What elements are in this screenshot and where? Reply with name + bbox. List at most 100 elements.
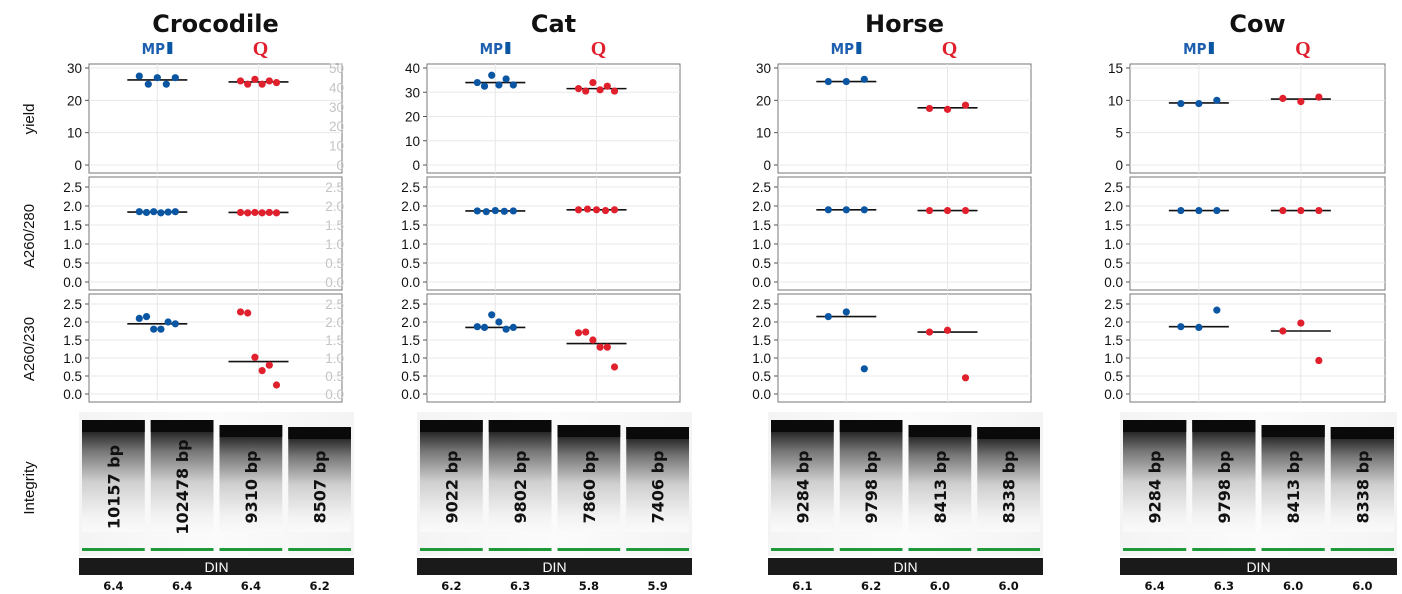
y-tick-label: 1.5 xyxy=(1104,218,1123,233)
data-point-mp xyxy=(842,308,850,316)
panel-frame xyxy=(1129,63,1386,174)
ghost-tick-label: 1.5 xyxy=(325,333,344,348)
y-tick-label: 0.5 xyxy=(1104,256,1123,271)
y-tick-label: 2.0 xyxy=(63,315,82,330)
gel-marker-band xyxy=(82,548,145,551)
din-value: 6.2 xyxy=(861,579,881,593)
din-value: 6.0 xyxy=(1283,579,1303,593)
y-tick-label: 2.5 xyxy=(63,180,82,195)
din-value: 6.0 xyxy=(998,579,1018,593)
y-tick-label: 1.0 xyxy=(752,237,771,252)
data-point-mp xyxy=(491,206,499,215)
y-tick-label: 1.5 xyxy=(63,333,82,348)
din-label: DIN xyxy=(204,559,228,575)
ghost-tick-label: 1.0 xyxy=(325,237,344,252)
gel-band xyxy=(1123,420,1187,432)
data-point-q xyxy=(1297,206,1305,215)
gel-marker-band xyxy=(977,548,1040,551)
gel-lane-smear xyxy=(771,420,834,532)
data-point-q xyxy=(589,336,597,344)
panel-frame xyxy=(426,63,681,174)
data-point-mp xyxy=(171,74,179,82)
fragment-size-label: 9802 bp xyxy=(511,450,530,523)
panel-yield: 0 5 10 15 xyxy=(1108,61,1386,174)
gel-marker-band xyxy=(219,548,283,551)
y-tick-label: 0.5 xyxy=(401,256,420,271)
y-tick-label: 2.5 xyxy=(1104,297,1123,312)
data-point-mp xyxy=(480,323,489,331)
din-bar: DIN 6.2 6.3 5.8 5.9 xyxy=(417,558,692,593)
y-tick-label: 1.5 xyxy=(1104,333,1123,348)
row-label-a230: A260/230 xyxy=(21,317,38,381)
gel-band xyxy=(1330,427,1394,439)
mp-logo-text: MP xyxy=(142,40,165,58)
data-point-q xyxy=(265,361,273,369)
data-point-q xyxy=(1297,98,1305,106)
data-point-mp xyxy=(1177,323,1185,331)
y-tick-label: 0.5 xyxy=(63,256,82,271)
data-point-q xyxy=(582,87,590,95)
y-tick-label: 2.0 xyxy=(401,315,420,330)
y-tick-label: 5 xyxy=(1115,126,1123,141)
panel-a230: 0.0 0.5 1.0 1.5 2.0 2.5 0.0 0.5 1.0 1.5 2.0 2.5 xyxy=(63,293,344,403)
data-point-q xyxy=(272,381,281,389)
fragment-size-label: 102478 bp xyxy=(173,439,192,534)
data-point-mp xyxy=(144,80,152,88)
panel-frame xyxy=(777,293,1032,403)
data-point-q xyxy=(236,208,245,217)
y-tick-label: 1.0 xyxy=(63,237,82,252)
data-point-q xyxy=(603,82,611,90)
panel-frame xyxy=(777,176,1032,291)
data-point-q xyxy=(258,209,266,217)
gel-lane-smear xyxy=(1261,425,1325,532)
gel-band xyxy=(420,420,483,432)
ghost-tick-label: 2.5 xyxy=(325,180,344,195)
y-tick-label: 0.5 xyxy=(752,256,771,271)
ghost-tick-label: 40 xyxy=(329,80,344,95)
gel-band xyxy=(219,425,283,437)
data-point-q xyxy=(943,206,952,215)
gel-lane-smear xyxy=(1123,420,1187,532)
gel-lane-smear xyxy=(150,420,214,532)
q-kit-logo: Q xyxy=(591,38,607,60)
gel-lane-smear xyxy=(1192,420,1256,532)
data-point-q xyxy=(258,367,266,375)
data-point-mp xyxy=(1195,206,1203,215)
data-point-mp xyxy=(860,75,868,83)
ghost-tick-label: 2.5 xyxy=(325,297,344,312)
y-tick-label: 0.0 xyxy=(63,275,82,290)
data-point-q xyxy=(601,206,610,215)
data-point-q xyxy=(265,77,273,85)
y-tick-label: 2.0 xyxy=(752,315,771,330)
panel-frame xyxy=(426,176,681,291)
fragment-size-label: 9284 bp xyxy=(1146,450,1165,523)
data-point-mp xyxy=(150,325,158,333)
row-label-a280: A260/280 xyxy=(21,204,38,268)
panel-yield: 0 10 20 30 xyxy=(756,61,1032,174)
panel-frame xyxy=(88,63,343,174)
y-tick-label: 2.5 xyxy=(401,297,420,312)
ghost-tick-label: 30 xyxy=(329,100,344,115)
y-tick-label: 1.5 xyxy=(401,333,420,348)
din-value: 6.1 xyxy=(792,579,812,593)
data-point-mp xyxy=(495,81,503,89)
gel-marker-band xyxy=(1123,548,1187,551)
gel-lane-smear xyxy=(219,425,283,532)
ghost-tick-label: 1.0 xyxy=(325,351,344,366)
data-point-q xyxy=(1297,319,1305,327)
data-point-mp xyxy=(1195,99,1203,108)
mp-logo-mark xyxy=(856,42,862,54)
y-tick-label: 2.5 xyxy=(752,180,771,195)
chart-horse: Horse MP Q 0 10 20 30 0.0 0.5 1.0 1.5 2.0 2.5 0.0 0.5 1… xyxy=(752,10,1043,593)
q-kit-logo: Q xyxy=(253,38,269,60)
gel-image: 9022 bp 9802 bp 7860 bp 7406 bp xyxy=(417,412,692,556)
data-point-q xyxy=(1279,327,1287,335)
gel-band xyxy=(488,420,552,432)
data-point-q xyxy=(596,343,604,351)
y-tick-label: 0.0 xyxy=(752,387,771,402)
fragment-size-label: 9798 bp xyxy=(1215,450,1234,523)
panel-frame xyxy=(1129,176,1386,291)
data-point-q xyxy=(251,75,259,83)
data-point-q xyxy=(258,80,266,88)
